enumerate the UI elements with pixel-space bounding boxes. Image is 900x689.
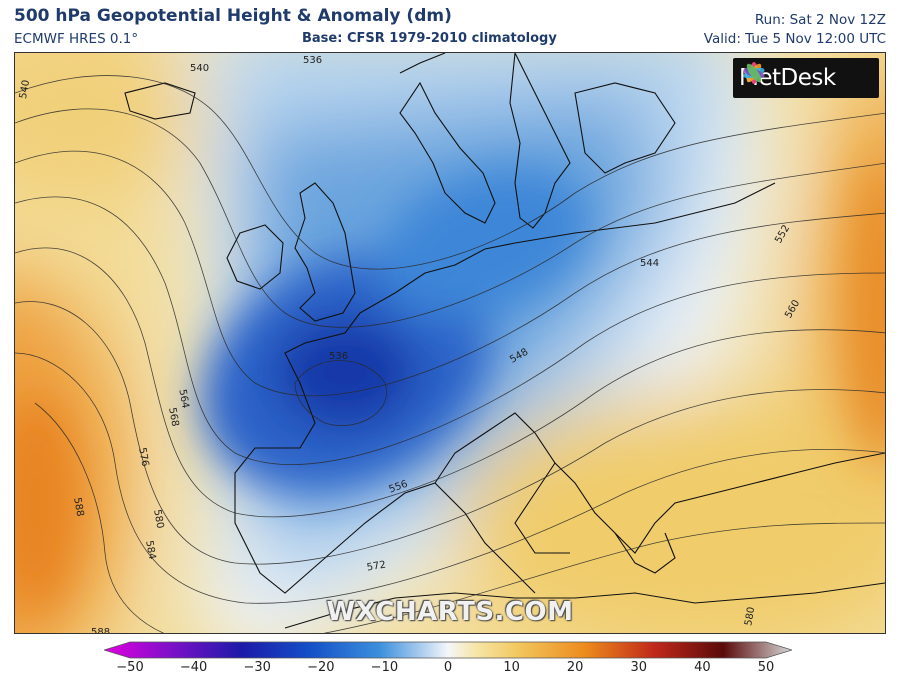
- contour-label: 588: [91, 627, 110, 634]
- colorbar-tick-label: −30: [243, 660, 271, 675]
- contour-label: 572: [366, 559, 387, 573]
- chart-title: 500 hPa Geopotential Height & Anomaly (d…: [14, 6, 452, 26]
- contour-label: 564: [176, 389, 190, 410]
- colorbar-tick-label: −20: [307, 660, 335, 675]
- contour-label: 584: [143, 540, 157, 561]
- height-contours: [15, 75, 885, 633]
- colorbar-tick-label: 50: [757, 660, 775, 675]
- contour-label: 536: [329, 351, 348, 362]
- contour-label: 580: [743, 606, 757, 627]
- valid-time: Valid: Tue 5 Nov 12:00 UTC: [703, 31, 886, 47]
- run-time: Run: Sat 2 Nov 12Z: [754, 12, 886, 28]
- contour-label: 536: [303, 55, 322, 66]
- colorbar-tick-label: −10: [370, 660, 399, 675]
- colorbar-tick-label: 40: [694, 660, 711, 675]
- contour-label: 568: [166, 407, 180, 428]
- colorbar-tick-label: 20: [566, 660, 584, 675]
- anomaly-field: 540 536 540 544 552 560 548 564 568 576 …: [15, 53, 885, 634]
- model-name: ECMWF HRES 0.1°: [14, 31, 139, 47]
- contour-label: 544: [640, 258, 659, 269]
- contour-label: 588: [71, 497, 85, 518]
- colorbar-tick-label: 10: [503, 660, 520, 675]
- weather-map: 540 536 540 544 552 560 548 564 568 576 …: [14, 52, 886, 634]
- colorbar-tick-label: −40: [179, 660, 208, 675]
- colorbar-gradient: [104, 641, 792, 659]
- contour-label: 580: [151, 509, 165, 530]
- metdesk-flower-icon: [743, 62, 765, 84]
- contour-label: 540: [18, 79, 32, 100]
- metdesk-logo: MetDesk: [733, 58, 879, 98]
- coastlines: [124, 53, 885, 629]
- contour-label: 540: [190, 63, 209, 74]
- watermark: WXCHARTS.COM: [326, 597, 574, 627]
- climatology-base: Base: CFSR 1979-2010 climatology: [302, 31, 557, 46]
- colorbar: [104, 641, 792, 659]
- colorbar-tick-label: 0: [443, 660, 453, 675]
- colorbar-tick-label: −50: [116, 660, 144, 675]
- colorbar-ticks: −50 −40 −30 −20 −10 0 10 20 30 40 50: [0, 658, 900, 686]
- contour-label: 576: [136, 447, 150, 468]
- colorbar-tick-label: 30: [630, 660, 648, 675]
